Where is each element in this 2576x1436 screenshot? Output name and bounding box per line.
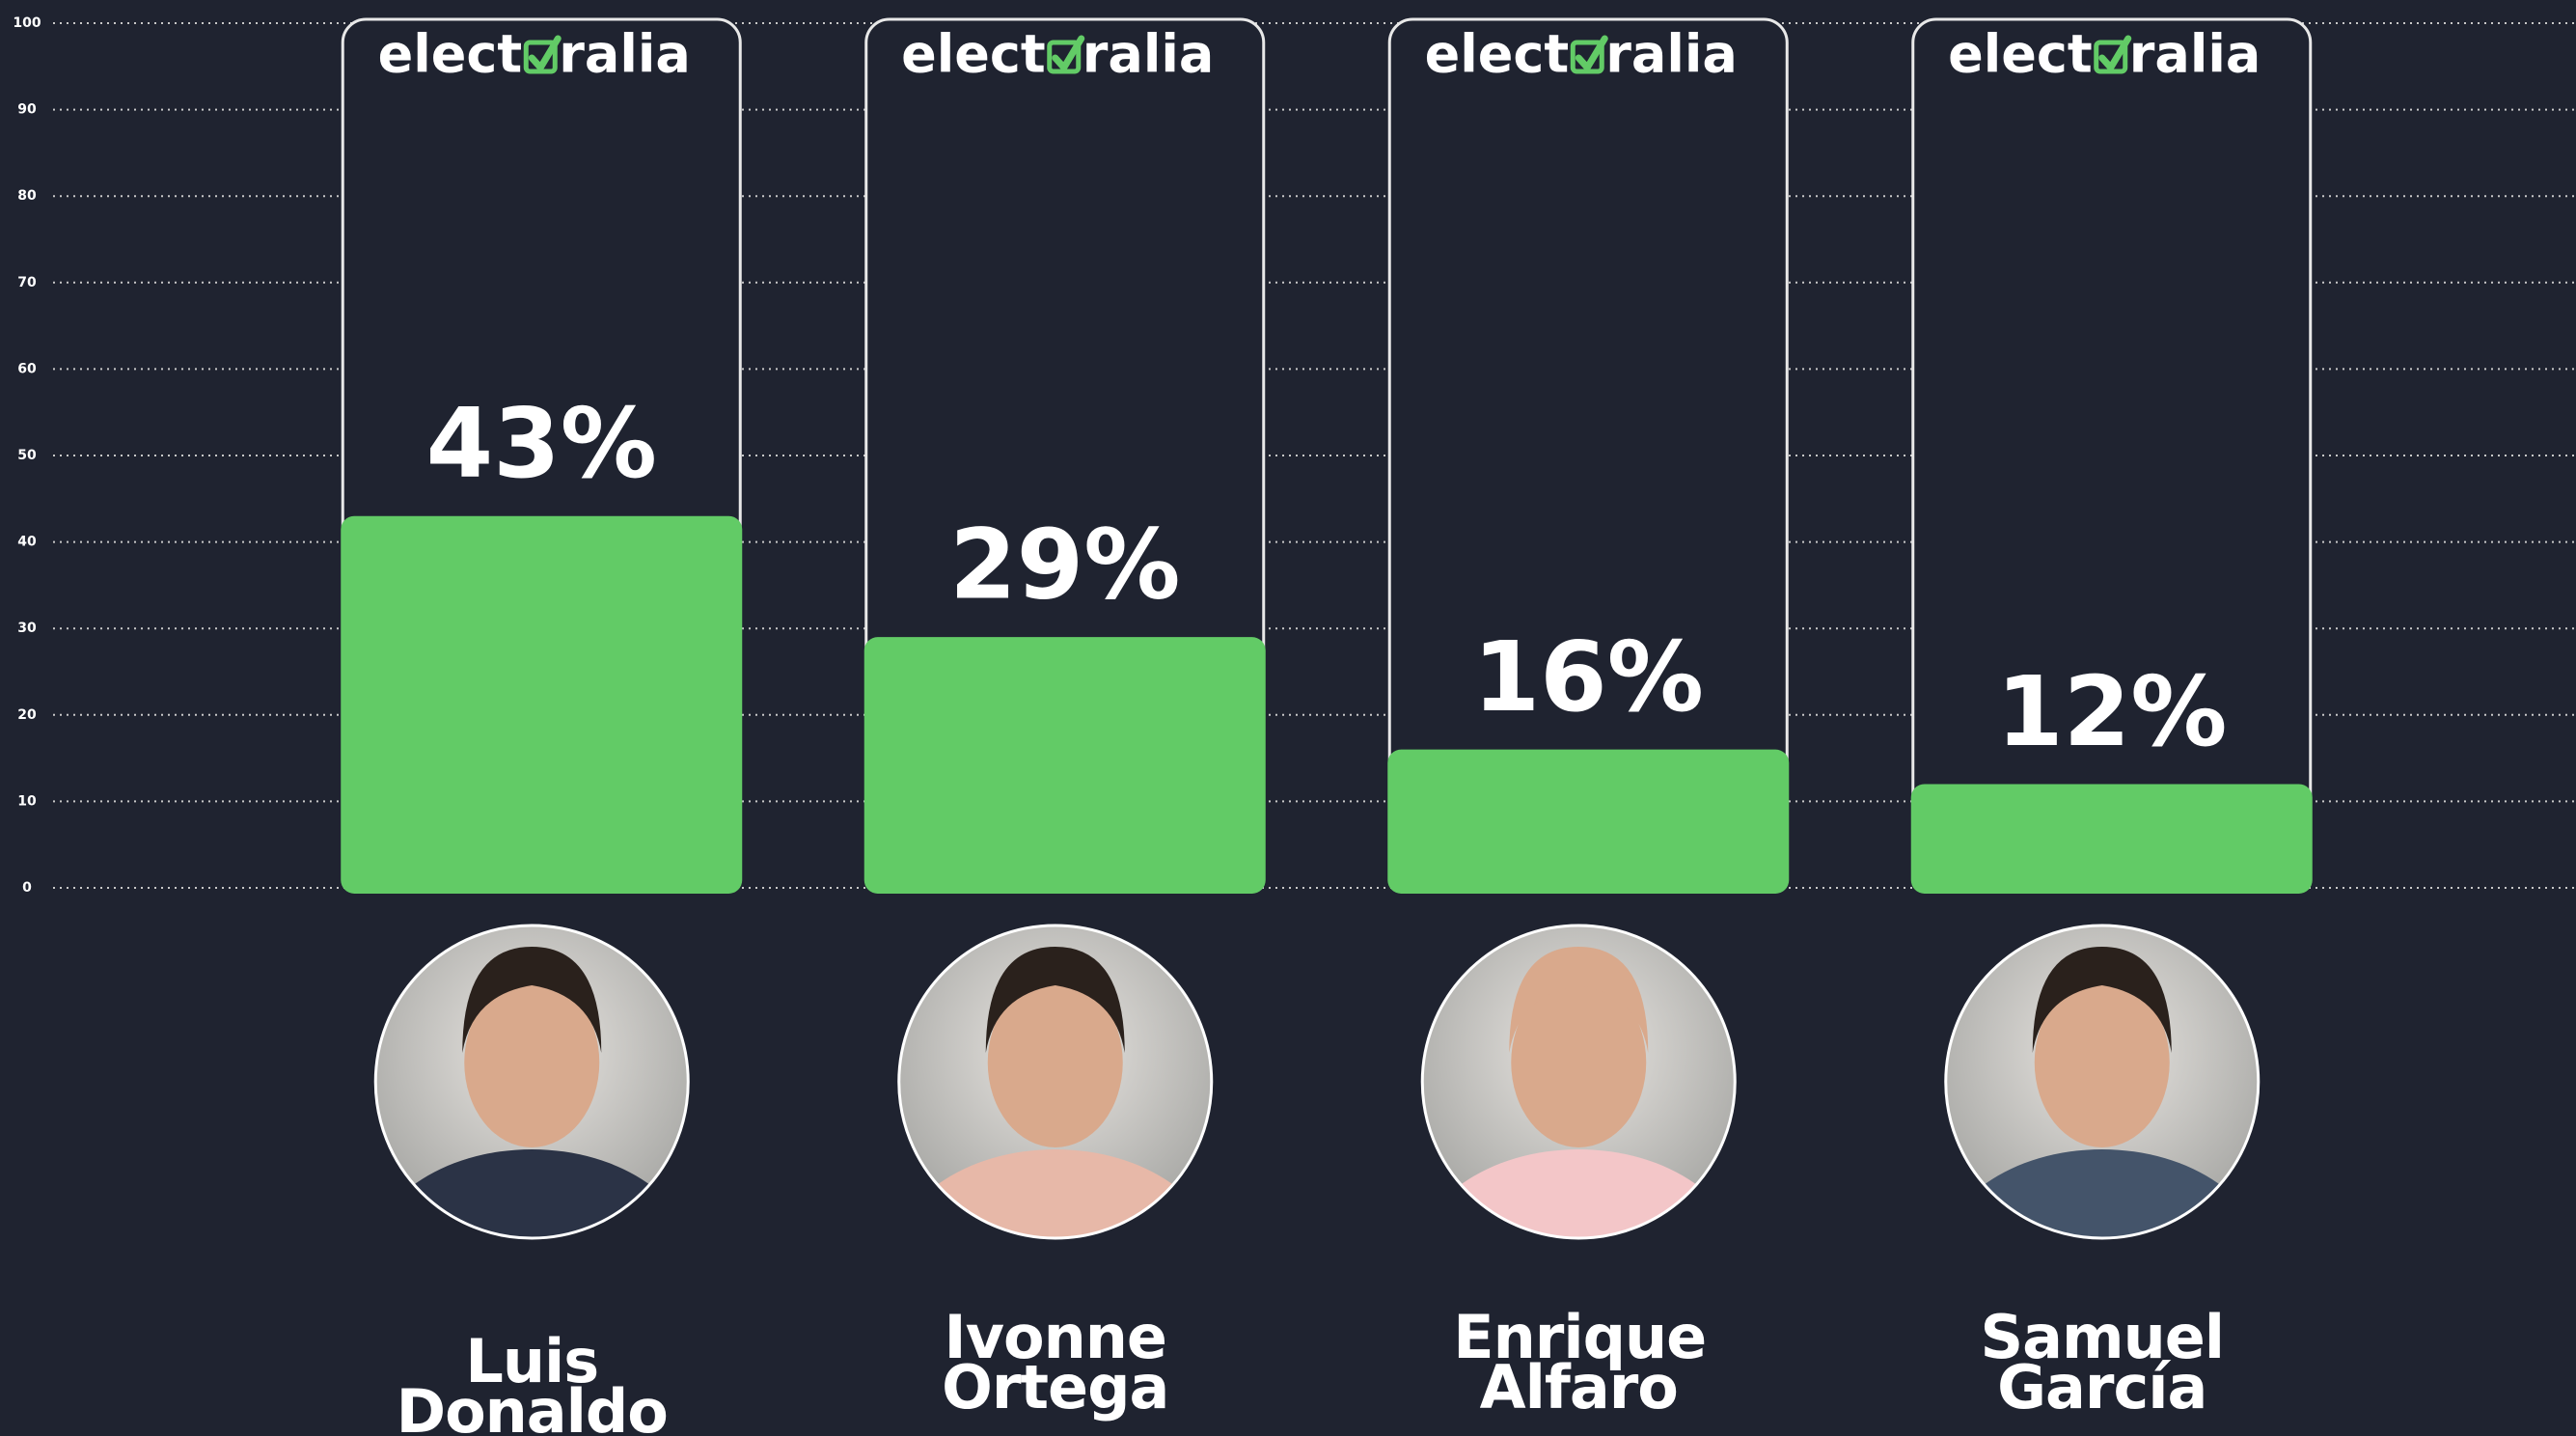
page: 0 10 20 30 40 50 60 70 80 90 100 elect ralia 43% elect… bbox=[0, 0, 2576, 1436]
brand-left: elect bbox=[1948, 24, 2093, 85]
value-label: 12% bbox=[1996, 655, 2227, 768]
x-tick-label: Enrique Alfaro bbox=[1453, 1312, 1704, 1413]
value-label: 29% bbox=[949, 509, 1180, 621]
x-tick-label: Ivonne Ortega bbox=[930, 1312, 1181, 1413]
bar bbox=[1387, 750, 1789, 894]
bar bbox=[1911, 784, 2313, 894]
brand-left: elect bbox=[901, 24, 1046, 85]
x-tick-label: Luis Donaldo Colosio bbox=[329, 1337, 734, 1436]
brand-right: ralia bbox=[559, 24, 691, 85]
x-tick-label: Samuel García bbox=[1977, 1312, 2228, 1413]
chart: 0 10 20 30 40 50 60 70 80 90 100 elect ralia 43% elect… bbox=[0, 0, 2576, 1436]
y-tick-label: 50 bbox=[17, 448, 37, 463]
y-tick-label: 20 bbox=[17, 707, 37, 723]
y-tick-label: 40 bbox=[17, 535, 37, 550]
y-tick-label: 100 bbox=[13, 15, 41, 31]
y-tick-label: 10 bbox=[17, 793, 37, 809]
y-tick-label: 0 bbox=[22, 880, 32, 896]
bar bbox=[341, 516, 742, 894]
y-tick-label: 80 bbox=[17, 188, 37, 204]
brand-left: elect bbox=[378, 24, 523, 85]
value-label: 16% bbox=[1473, 621, 1704, 733]
y-tick-label: 60 bbox=[17, 361, 37, 376]
brand-left: elect bbox=[1425, 24, 1570, 85]
value-label: 43% bbox=[426, 387, 657, 500]
bar bbox=[864, 637, 1266, 894]
brand-right: ralia bbox=[1605, 24, 1738, 85]
y-tick-label: 90 bbox=[17, 102, 37, 118]
y-tick-label: 70 bbox=[17, 275, 37, 290]
brand-right: ralia bbox=[1082, 24, 1215, 85]
y-tick-label: 30 bbox=[17, 621, 37, 636]
brand-right: ralia bbox=[2129, 24, 2261, 85]
